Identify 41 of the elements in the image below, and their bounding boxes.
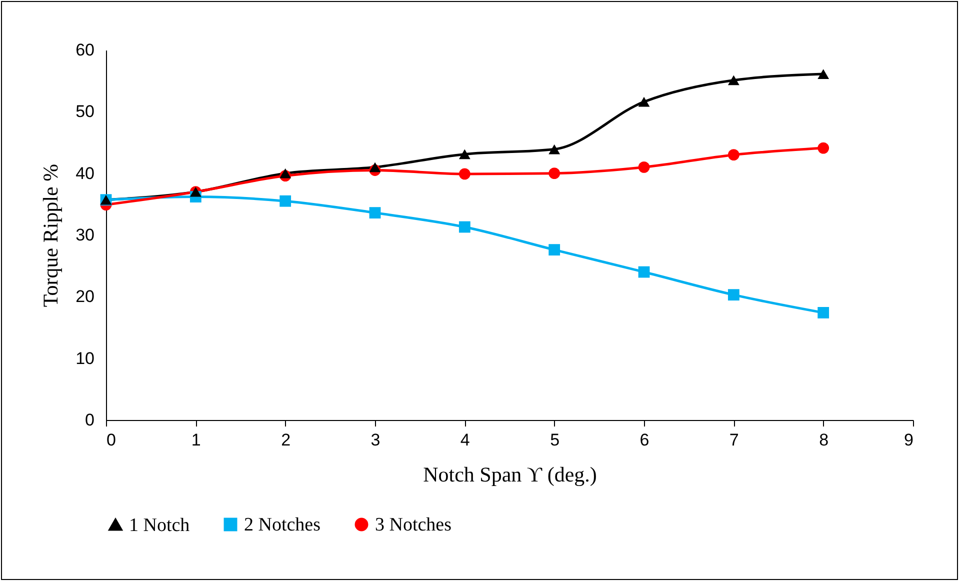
point <box>818 69 830 79</box>
point <box>728 149 740 161</box>
point <box>638 161 650 173</box>
x-tick-label: 6 <box>640 430 650 450</box>
legend-label: 1 Notch <box>129 514 190 536</box>
point <box>458 168 470 180</box>
legend-label: 2 Notches <box>244 514 321 536</box>
point <box>728 289 740 301</box>
x-tick-label: 5 <box>550 430 560 450</box>
x-tick-label: 2 <box>281 430 291 450</box>
x-tick-label: 1 <box>191 430 201 450</box>
x-tick-label: 4 <box>460 430 470 450</box>
point <box>638 96 650 107</box>
point <box>458 149 470 160</box>
point <box>280 195 292 207</box>
y-tick-label: 50 <box>76 102 94 122</box>
x-tick-label: 8 <box>819 430 829 450</box>
point <box>548 144 560 154</box>
point <box>280 168 292 178</box>
y-tick-label: 60 <box>76 40 94 60</box>
point <box>458 221 470 233</box>
point <box>638 266 650 278</box>
point <box>369 162 381 172</box>
point <box>728 75 740 86</box>
point <box>818 142 830 154</box>
y-tick-label: 40 <box>76 164 94 183</box>
x-tick-label: 0 <box>106 430 116 450</box>
y-tick-label: 10 <box>76 348 94 368</box>
y-tick-label: 30 <box>76 226 94 244</box>
point <box>548 244 560 256</box>
point <box>818 307 830 318</box>
point <box>548 168 560 180</box>
y-tick-label: 0 <box>85 410 94 430</box>
x-axis-title: Notch Span ϒ (deg.) <box>423 462 597 486</box>
x-tick-label: 9 <box>904 430 914 450</box>
point <box>369 207 381 218</box>
y-tick-label: 20 <box>76 287 94 306</box>
x-tick-label: 3 <box>370 430 380 450</box>
x-tick-label: 7 <box>729 430 739 450</box>
y-axis-title: Torque Ripple % <box>38 164 63 308</box>
legend-label: 3 Notches <box>375 514 452 536</box>
